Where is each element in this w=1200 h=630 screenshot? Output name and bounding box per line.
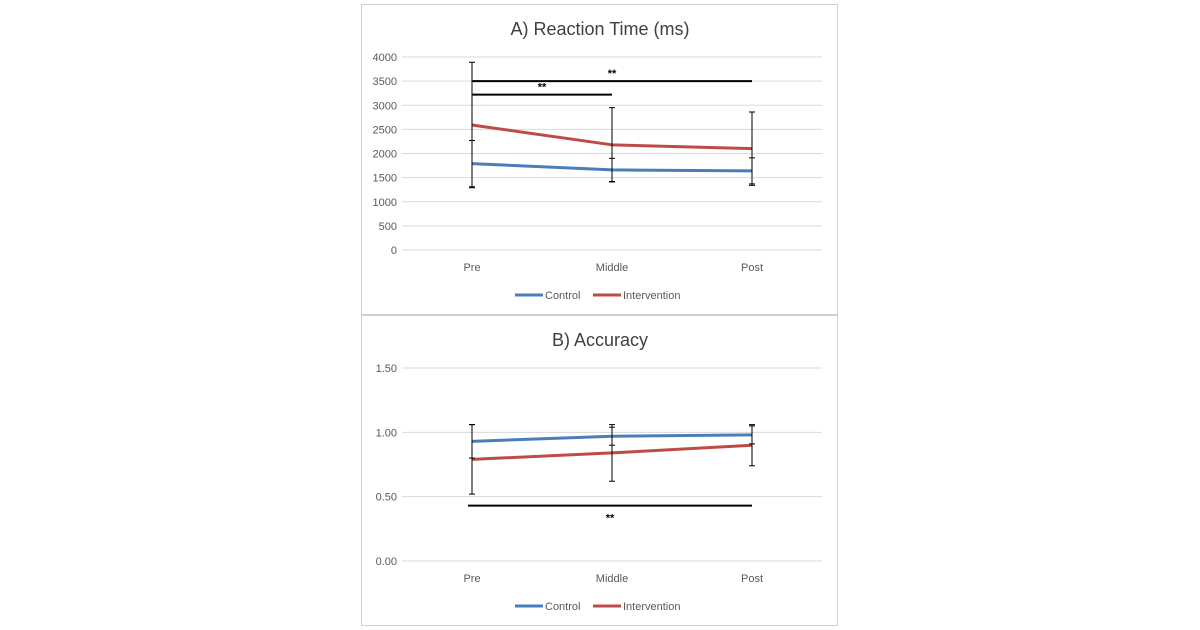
legend-label-intervention: Intervention xyxy=(623,290,680,302)
y-tick-label: 1.50 xyxy=(376,363,397,375)
y-tick-label: 500 xyxy=(379,221,397,233)
significance-label: ** xyxy=(538,82,547,94)
x-tick-label: Post xyxy=(741,573,763,585)
y-tick-label: 0.00 xyxy=(376,556,397,568)
x-tick-label: Post xyxy=(741,262,763,274)
legend-label-control: Control xyxy=(545,601,580,613)
significance-label: ** xyxy=(608,68,617,80)
reaction-time-chart: A) Reaction Time (ms) 0 500 1000 1500 2000 250… xyxy=(373,19,822,302)
reaction-time-chart-panel: A) Reaction Time (ms) 0 500 1000 1500 2000 250… xyxy=(361,4,838,315)
significance-label: ** xyxy=(606,513,615,525)
legend-label-intervention: Intervention xyxy=(623,601,680,613)
x-tick-label: Middle xyxy=(596,262,628,274)
y-tick-label: 2500 xyxy=(373,124,397,136)
y-tick-label: 3500 xyxy=(373,76,397,88)
y-tick-label: 1500 xyxy=(373,173,397,185)
x-tick-label: Middle xyxy=(596,573,628,585)
y-tick-label: 1000 xyxy=(373,197,397,209)
legend-label-control: Control xyxy=(545,290,580,302)
x-tick-label: Pre xyxy=(463,573,480,585)
y-tick-label: 0.50 xyxy=(376,492,397,504)
y-tick-label: 2000 xyxy=(373,149,397,161)
accuracy-chart-panel: B) Accuracy 0.00 0.50 1.00 1.50 Pre Middle Post… xyxy=(361,315,838,626)
chart-title: A) Reaction Time (ms) xyxy=(510,19,689,39)
accuracy-chart: B) Accuracy 0.00 0.50 1.00 1.50 Pre Middle Post… xyxy=(376,330,822,613)
y-tick-label: 0 xyxy=(391,245,397,257)
y-tick-label: 1.00 xyxy=(376,427,397,439)
y-tick-label: 3000 xyxy=(373,100,397,112)
y-tick-label: 4000 xyxy=(373,52,397,64)
chart-title: B) Accuracy xyxy=(552,330,648,350)
x-tick-label: Pre xyxy=(463,262,480,274)
